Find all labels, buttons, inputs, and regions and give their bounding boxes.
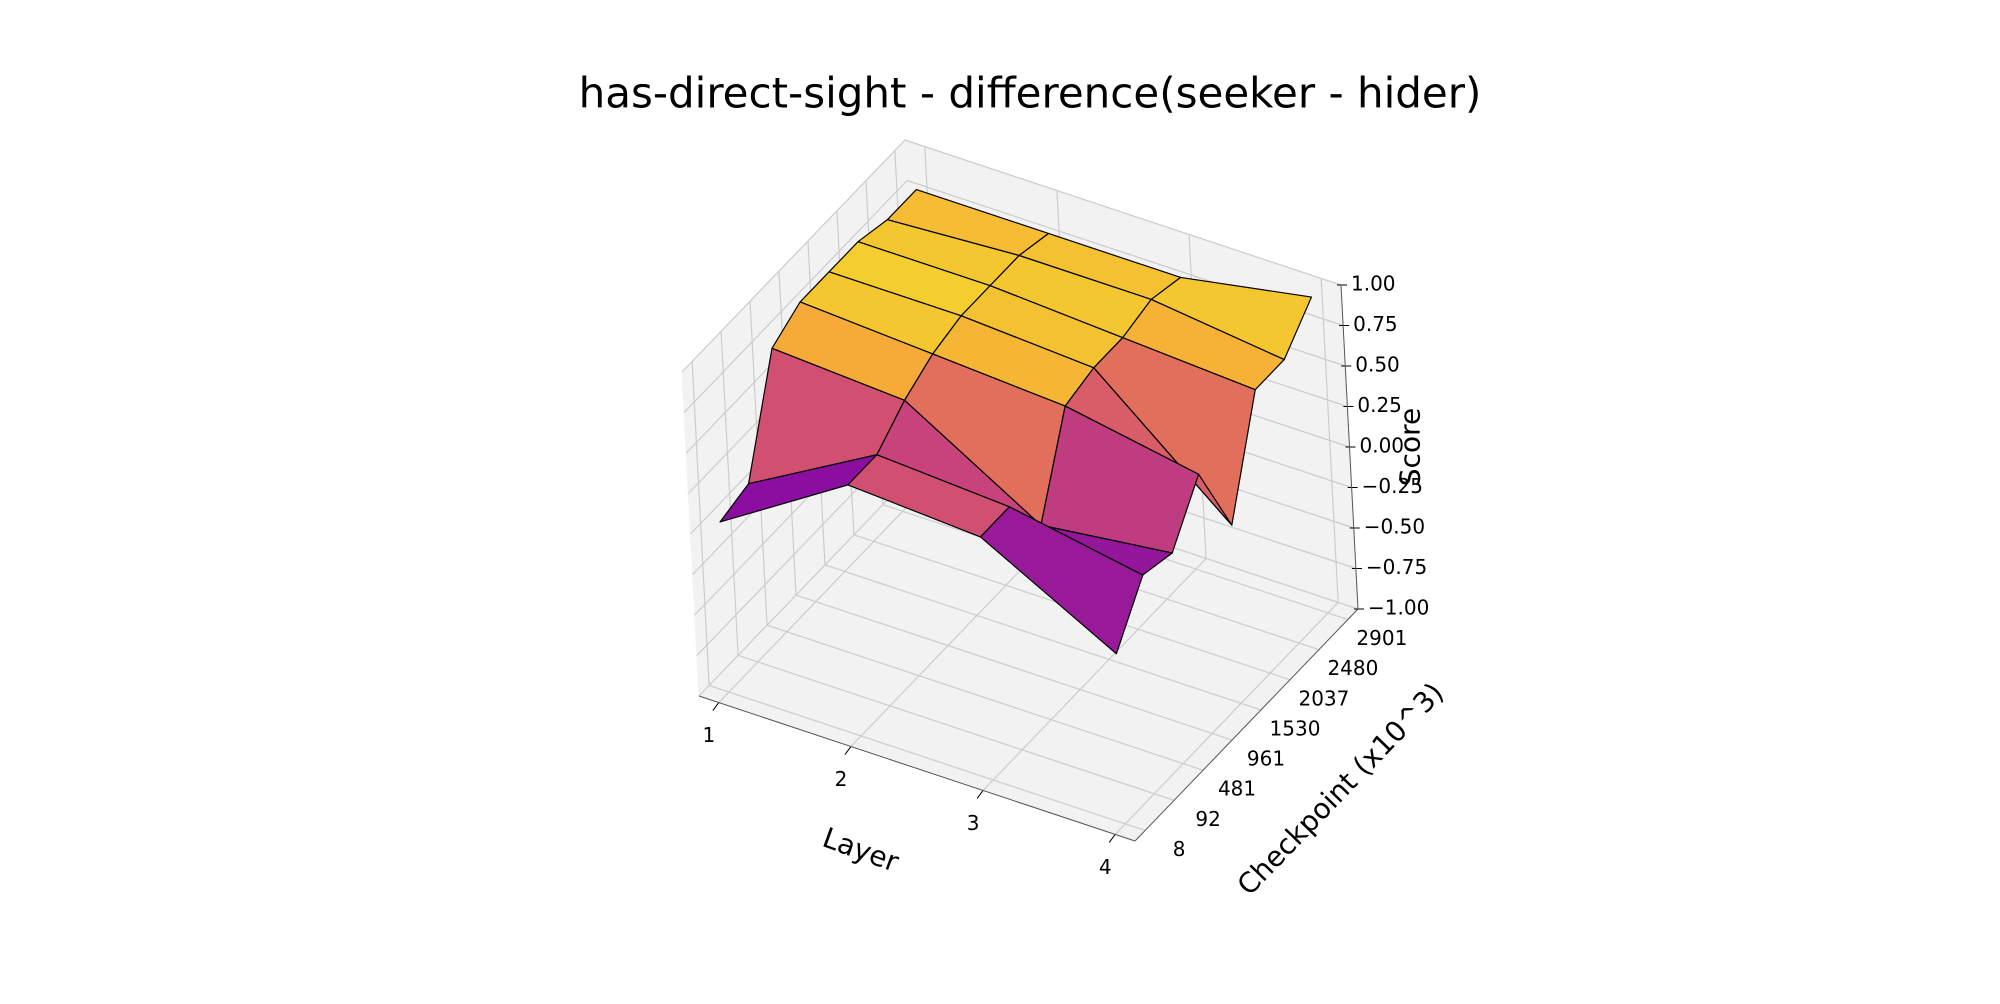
grid-line bbox=[982, 558, 1207, 791]
z-tick-label: 0.00 bbox=[1360, 434, 1405, 458]
grid-line bbox=[681, 139, 906, 373]
z-tick-label: −0.25 bbox=[1362, 474, 1423, 498]
x-tick bbox=[844, 746, 852, 755]
axis-line bbox=[1340, 284, 1359, 610]
chart-title: has-direct-sight - difference(seeker - h… bbox=[579, 69, 1482, 118]
grid-line bbox=[766, 624, 1204, 771]
grid-line bbox=[824, 564, 1262, 711]
y-tick-label: 8 bbox=[1173, 837, 1186, 861]
grid-line bbox=[904, 139, 1342, 286]
x-tick bbox=[712, 702, 720, 711]
grid-line bbox=[737, 654, 1175, 801]
x-tick bbox=[976, 790, 984, 799]
z-axis-label: Score bbox=[1394, 408, 1427, 486]
y-tick-label: 2037 bbox=[1298, 686, 1349, 710]
grid-line bbox=[708, 684, 1146, 832]
y-tick-label: 961 bbox=[1247, 747, 1285, 771]
y-tick-label: 481 bbox=[1218, 777, 1256, 801]
x-tick-label: 2 bbox=[835, 767, 848, 791]
grid-line bbox=[718, 470, 943, 704]
z-tick-label: 1.00 bbox=[1351, 272, 1396, 296]
axis-line bbox=[1134, 608, 1359, 842]
grid-line bbox=[683, 180, 908, 413]
axis-line bbox=[698, 695, 1136, 842]
z-tick-label: 0.50 bbox=[1355, 353, 1400, 377]
x-tick-label: 3 bbox=[967, 811, 980, 835]
surface bbox=[719, 188, 1313, 655]
x-axis-label: Layer bbox=[818, 821, 903, 879]
z-tick-label: 0.25 bbox=[1357, 393, 1402, 417]
z-tick-label: −0.75 bbox=[1366, 555, 1427, 579]
z-tick-label: −1.00 bbox=[1368, 596, 1429, 620]
y-tick-label: 1530 bbox=[1270, 716, 1321, 740]
surface-face bbox=[979, 506, 1144, 655]
grid-line bbox=[698, 463, 923, 697]
z-tick-label: −0.50 bbox=[1364, 515, 1425, 539]
y-tick-label: 2901 bbox=[1356, 626, 1407, 650]
z-tick-label: 0.75 bbox=[1353, 312, 1398, 336]
x-tick-label: 1 bbox=[702, 723, 715, 747]
grid-line bbox=[1114, 601, 1339, 835]
x-tick-label: 4 bbox=[1099, 855, 1112, 879]
y-tick-label: 92 bbox=[1195, 807, 1220, 831]
y-tick-label: 2480 bbox=[1327, 656, 1378, 680]
grid-line bbox=[795, 594, 1233, 741]
x-tick bbox=[1108, 834, 1116, 843]
